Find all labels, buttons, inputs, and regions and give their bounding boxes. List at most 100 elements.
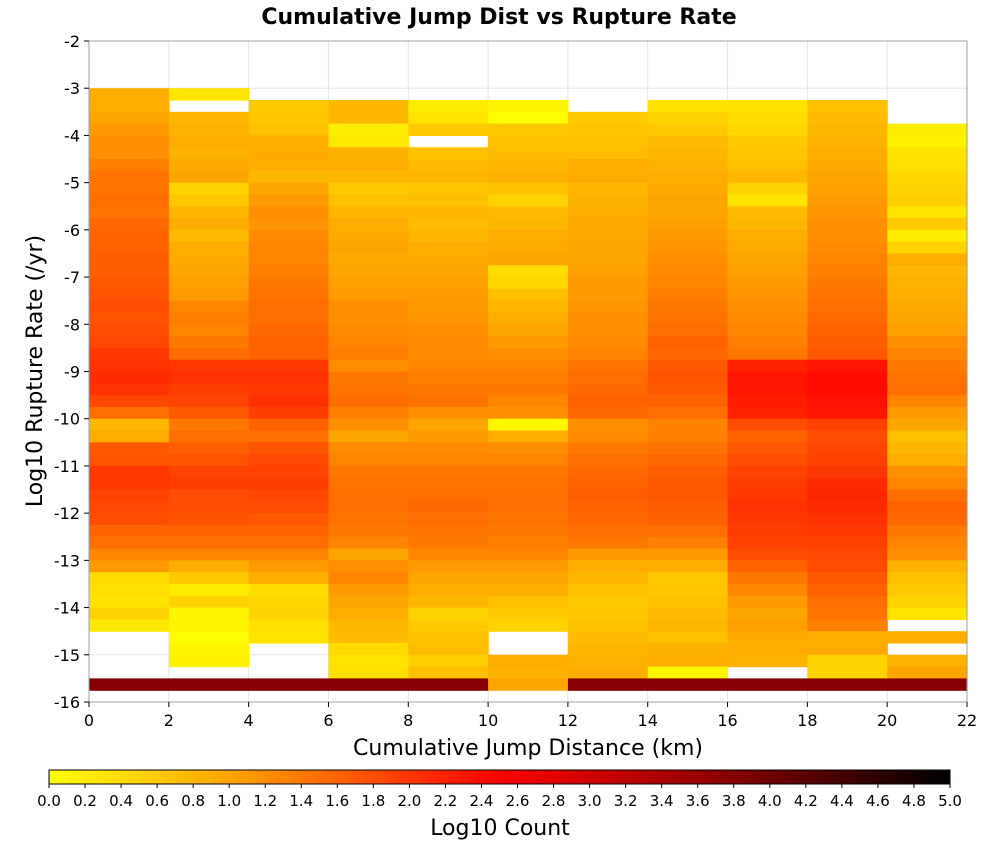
heatmap-cell bbox=[647, 501, 729, 514]
heatmap-cell bbox=[89, 477, 170, 491]
heatmap-cell bbox=[408, 383, 489, 396]
heatmap-cell bbox=[727, 595, 808, 609]
heatmap-cell bbox=[567, 135, 649, 148]
heatmap-cell bbox=[248, 619, 330, 632]
heatmap-cell bbox=[168, 336, 250, 349]
colorbar-tick-label: 2.8 bbox=[542, 792, 566, 810]
heatmap-cell bbox=[887, 253, 968, 266]
x-tick-label: 4 bbox=[244, 711, 254, 730]
heatmap-cell bbox=[887, 465, 968, 479]
heatmap-cell bbox=[647, 642, 729, 656]
heatmap-cell bbox=[807, 418, 888, 432]
heatmap-cell bbox=[488, 288, 569, 302]
heatmap-cell bbox=[408, 159, 489, 172]
heatmap-cell bbox=[887, 182, 968, 196]
colorbar-tick-label: 0.8 bbox=[181, 792, 205, 810]
heatmap-cells bbox=[89, 88, 968, 691]
heatmap-cell bbox=[727, 123, 808, 137]
heatmap-cell bbox=[567, 182, 649, 196]
heatmap-cell bbox=[408, 241, 489, 255]
colorbar-tick-label: 3.2 bbox=[614, 792, 638, 810]
heatmap-cell bbox=[887, 194, 968, 207]
heatmap-cell bbox=[328, 206, 409, 219]
heatmap-cell bbox=[89, 229, 170, 243]
x-tick-label: 12 bbox=[558, 711, 578, 730]
heatmap-cell bbox=[807, 430, 888, 443]
heatmap-cell bbox=[408, 583, 489, 597]
heatmap-cell bbox=[567, 572, 649, 585]
y-tick-label: -9 bbox=[64, 363, 80, 382]
heatmap-cell bbox=[887, 442, 968, 455]
heatmap-cell bbox=[567, 442, 649, 455]
heatmap-cell bbox=[89, 524, 170, 538]
heatmap-cell bbox=[488, 277, 569, 290]
colorbar-tick-label: 2.6 bbox=[506, 792, 530, 810]
heatmap-cell bbox=[567, 560, 649, 573]
colorbar-tick-label: 0.6 bbox=[145, 792, 169, 810]
heatmap-cell bbox=[567, 595, 649, 609]
heatmap-cell bbox=[488, 241, 569, 255]
heatmap-cell bbox=[488, 572, 569, 585]
heatmap-cell bbox=[488, 477, 569, 491]
heatmap-cell bbox=[248, 465, 330, 479]
heatmap-cell bbox=[408, 442, 489, 455]
heatmap-cell bbox=[408, 100, 489, 113]
heatmap-cell bbox=[567, 324, 649, 337]
heatmap-cell bbox=[328, 583, 409, 597]
heatmap-cell bbox=[727, 218, 808, 231]
heatmap-cell bbox=[248, 395, 330, 408]
heatmap-cell bbox=[328, 288, 409, 302]
heatmap-cell bbox=[887, 607, 968, 620]
heatmap-cell bbox=[567, 548, 649, 561]
heatmap-cell bbox=[89, 88, 170, 101]
heatmap-cell bbox=[328, 395, 409, 408]
heatmap-cell bbox=[248, 489, 330, 502]
colorbar-ticks: 0.0 0.2 0.4 0.6 0.8 1.0 1.2 1.4 1.6 1.8 2.0 2.2 2.4 2… bbox=[37, 784, 962, 810]
heatmap-cell bbox=[807, 100, 888, 113]
heatmap-cell bbox=[168, 619, 250, 632]
heatmap-cell bbox=[567, 147, 649, 160]
heatmap-cell bbox=[727, 135, 808, 148]
heatmap-cell bbox=[89, 312, 170, 325]
heatmap-cell bbox=[248, 454, 330, 467]
heatmap-cell bbox=[647, 548, 729, 561]
heatmap-cell bbox=[488, 383, 569, 396]
colorbar-tick-label: 3.6 bbox=[686, 792, 710, 810]
heatmap-cell bbox=[807, 524, 888, 538]
heatmap-cell bbox=[408, 654, 489, 668]
heatmap-cell bbox=[328, 465, 409, 479]
heatmap-cell bbox=[168, 454, 250, 467]
heatmap-cell bbox=[807, 619, 888, 632]
heatmap-cell bbox=[408, 642, 489, 656]
heatmap-cell bbox=[328, 265, 409, 278]
heatmap-cell bbox=[567, 654, 649, 668]
heatmap-cell bbox=[647, 347, 729, 361]
heatmap-cell bbox=[647, 654, 729, 668]
heatmap-cell bbox=[727, 100, 808, 113]
colorbar-tick-label: 2.2 bbox=[434, 792, 458, 810]
heatmap-cell bbox=[807, 347, 888, 361]
heatmap-cell bbox=[89, 265, 170, 278]
heatmap-cell bbox=[807, 477, 888, 491]
heatmap-cell bbox=[567, 418, 649, 432]
heatmap-cell bbox=[727, 642, 808, 656]
heatmap-cell bbox=[647, 100, 729, 113]
heatmap-cell bbox=[168, 182, 250, 196]
heatmap-cell bbox=[248, 607, 330, 620]
heatmap-cell bbox=[887, 406, 968, 420]
y-tick-label: -13 bbox=[54, 551, 80, 570]
heatmap-cell bbox=[807, 229, 888, 243]
heatmap-cell bbox=[887, 135, 968, 148]
heatmap-cell bbox=[887, 159, 968, 172]
heatmap-cell bbox=[168, 300, 250, 314]
heatmap-cell bbox=[168, 347, 250, 361]
heatmap-cell bbox=[807, 300, 888, 314]
colorbar-tick-label: 0.0 bbox=[37, 792, 61, 810]
heatmap-cell bbox=[89, 336, 170, 349]
heatmap-cell bbox=[727, 253, 808, 266]
heatmap-cell bbox=[248, 678, 330, 691]
heatmap-cell bbox=[807, 135, 888, 148]
colorbar-tick-label: 2.4 bbox=[470, 792, 494, 810]
heatmap-cell bbox=[807, 560, 888, 573]
heatmap-cell bbox=[807, 678, 888, 691]
